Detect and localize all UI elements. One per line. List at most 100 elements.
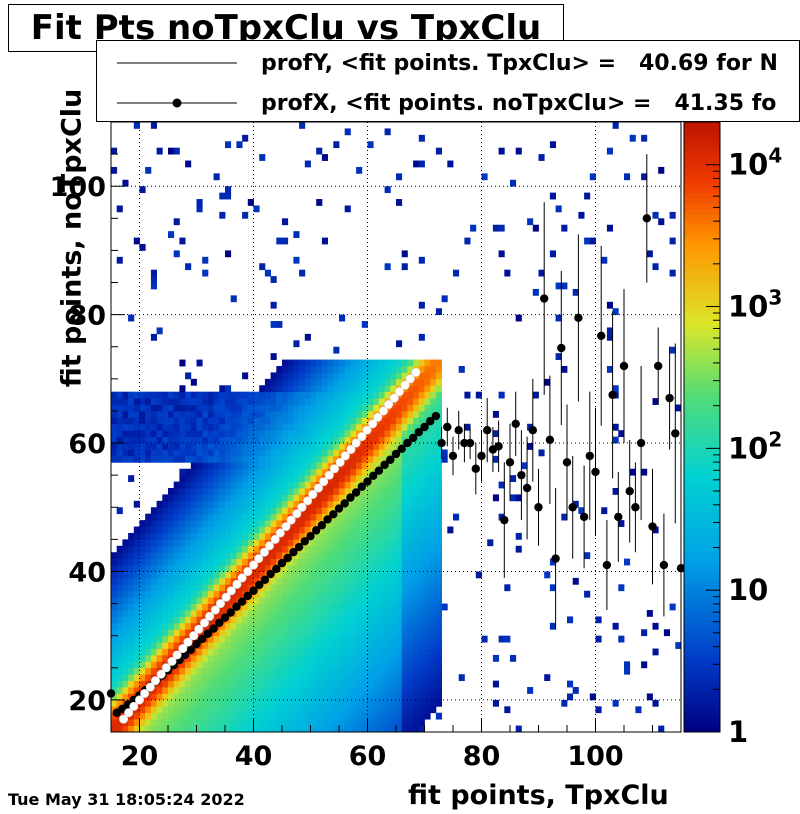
heatmap-bin: [367, 391, 374, 399]
heatmap-bin: [230, 449, 237, 457]
heatmap-bin: [196, 391, 203, 399]
heatmap-bin: [373, 693, 380, 701]
heatmap-bin: [367, 468, 374, 476]
profX-point: [608, 390, 617, 400]
heatmap-bin: [435, 404, 442, 412]
heatmap-bin: [589, 237, 596, 245]
heatmap-bin: [327, 577, 334, 585]
heatmap-bin: [219, 513, 226, 521]
heatmap-bin: [635, 706, 642, 714]
heatmap-bin: [327, 712, 334, 720]
heatmap-bin: [350, 520, 357, 527]
colorbar-segment: [684, 299, 720, 306]
colorbar-segment: [684, 518, 720, 525]
heatmap-bin: [304, 699, 311, 707]
heatmap-bin: [304, 398, 311, 405]
heatmap-bin: [219, 654, 226, 662]
heatmap-bin: [253, 443, 260, 450]
heatmap-bin: [168, 616, 175, 624]
heatmap-bin: [122, 558, 129, 566]
heatmap-bin: [202, 654, 209, 662]
heatmap-bin: [304, 616, 311, 624]
heatmap-bin: [293, 468, 300, 476]
heatmap-bin: [367, 359, 374, 367]
colorbar-segment: [684, 376, 720, 382]
heatmap-bin: [413, 520, 420, 527]
colorbar-segment: [684, 503, 720, 509]
heatmap-bin: [401, 610, 408, 617]
heatmap-bin: [270, 481, 277, 489]
heatmap-bin: [247, 423, 254, 431]
heatmap-bin: [173, 590, 180, 598]
profX-point: [454, 426, 463, 435]
profX-point: [477, 451, 486, 461]
heatmap-bin: [361, 372, 368, 380]
heatmap-bin: [156, 436, 163, 444]
heatmap-bin: [293, 590, 300, 598]
heatmap-bin: [242, 462, 249, 470]
heatmap-bin: [116, 654, 123, 662]
heatmap-bin: [207, 693, 214, 701]
heatmap-bin: [282, 494, 289, 502]
profX-point: [540, 294, 549, 303]
heatmap-bin: [287, 372, 294, 380]
heatmap-bin: [356, 635, 363, 643]
heatmap-bin: [401, 603, 408, 611]
heatmap-bin: [435, 610, 442, 617]
heatmap-bin: [350, 481, 357, 489]
heatmap-bin: [321, 706, 328, 714]
heatmap-bin: [122, 674, 129, 682]
profX-point: [659, 560, 669, 570]
heatmap-bin: [384, 539, 391, 547]
heatmap-bin: [207, 539, 214, 547]
profX-point: [215, 618, 224, 628]
heatmap-bin: [361, 571, 368, 579]
heatmap-bin: [225, 719, 232, 726]
heatmap-bin: [202, 443, 209, 450]
heatmap-bin: [333, 410, 340, 418]
heatmap-bin: [321, 436, 328, 444]
heatmap-bin: [304, 590, 311, 598]
heatmap-bin: [213, 410, 220, 418]
heatmap-bin: [111, 629, 118, 637]
heatmap-bin: [133, 603, 140, 611]
heatmap-bin: [207, 449, 214, 457]
heatmap-bin: [287, 468, 294, 476]
heatmap-bin: [321, 693, 328, 701]
heatmap-bin: [128, 642, 135, 649]
heatmap-bin: [424, 552, 431, 560]
heatmap-bin: [162, 622, 169, 630]
heatmap-bin: [270, 667, 277, 675]
heatmap-bin: [510, 179, 517, 187]
heatmap-bin: [407, 584, 414, 592]
heatmap-bin: [156, 147, 163, 155]
heatmap-bin: [407, 565, 414, 572]
heatmap-bin: [390, 667, 397, 675]
heatmap-bin: [424, 667, 431, 675]
heatmap-bin: [282, 699, 289, 707]
heatmap-bin: [435, 526, 442, 534]
heatmap-bin: [213, 687, 220, 694]
heatmap-bin: [492, 680, 499, 688]
heatmap-bin: [264, 706, 271, 714]
heatmap-bin: [316, 532, 323, 540]
heatmap-bin: [139, 552, 146, 560]
heatmap-bin: [321, 648, 328, 656]
heatmap-bin: [282, 674, 289, 682]
heatmap-bin: [139, 725, 146, 733]
heatmap-bin: [304, 648, 311, 656]
heatmap-bin: [333, 622, 340, 630]
heatmap-bin: [601, 256, 608, 264]
heatmap-bin: [407, 462, 414, 470]
heatmap-bin: [310, 712, 317, 720]
heatmap-bin: [156, 584, 163, 592]
heatmap-bin: [333, 500, 340, 508]
heatmap-bin: [242, 404, 249, 412]
colorbar-label: 1: [728, 715, 748, 749]
heatmap-bin: [219, 449, 226, 457]
heatmap-bin: [413, 674, 420, 682]
heatmap-bin: [396, 693, 403, 701]
heatmap-bin: [230, 481, 237, 489]
heatmap-bin: [396, 571, 403, 579]
heatmap-bin: [150, 410, 157, 418]
